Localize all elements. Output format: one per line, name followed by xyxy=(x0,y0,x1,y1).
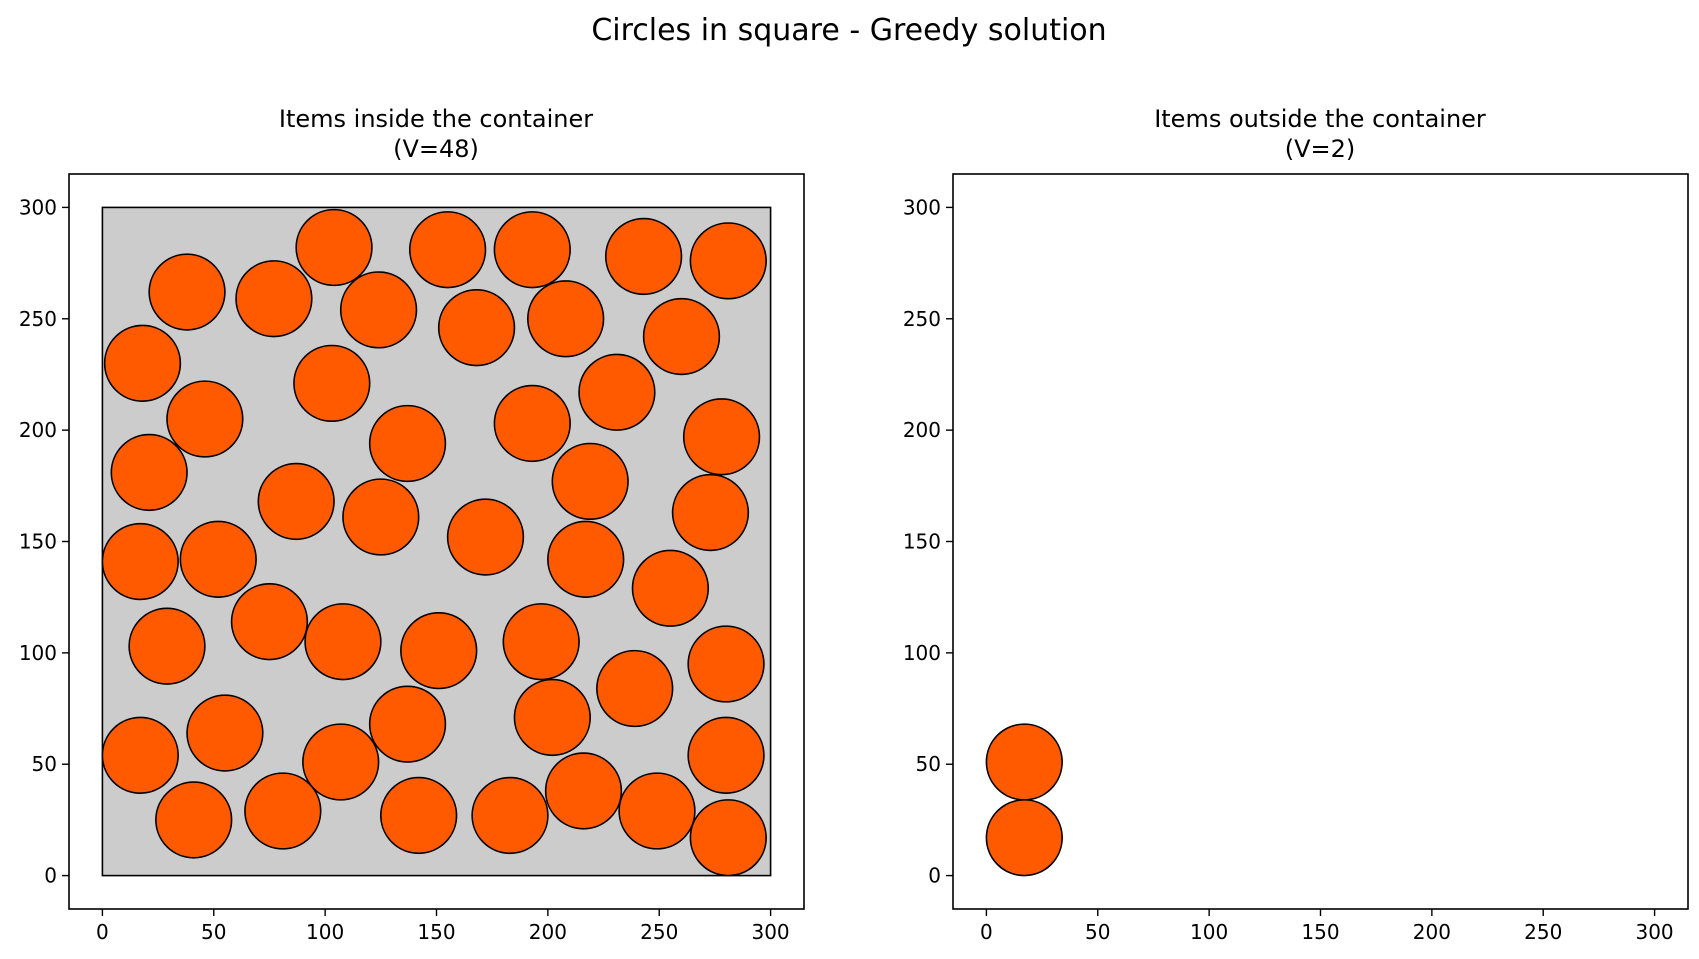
circle-item xyxy=(596,649,674,728)
circle-item xyxy=(304,603,382,681)
x-tick-label: 0 xyxy=(980,920,993,944)
x-tick-label: 250 xyxy=(640,920,678,944)
circle-item xyxy=(101,522,179,601)
circle-item xyxy=(493,211,571,289)
axes-outside-frame xyxy=(952,173,1689,910)
y-tick-label: 50 xyxy=(916,752,941,776)
circle-item xyxy=(618,772,696,850)
circle-item xyxy=(230,583,309,661)
figure-title: Circles in square - Greedy solution xyxy=(591,13,1106,48)
circle-item xyxy=(368,404,447,483)
y-tick-label: 300 xyxy=(903,195,941,219)
y-tick-label: 300 xyxy=(19,195,57,219)
circle-item xyxy=(110,433,188,512)
axes-inside-title-line1: Items inside the container xyxy=(279,105,593,133)
circle-item xyxy=(166,380,244,458)
x-tick-label: 200 xyxy=(1413,920,1451,944)
circle-item xyxy=(985,799,1063,877)
circle-item xyxy=(689,222,767,300)
x-tick-label: 150 xyxy=(1301,920,1339,944)
circle-item xyxy=(544,752,623,830)
axes-outside-title-line2: (V=2) xyxy=(1285,135,1356,163)
circle-item xyxy=(400,611,478,690)
axes-inside-ticks: 0 50 100 150 200 250 300 0 50 100 150 200 250 300 xyxy=(19,195,790,944)
circle-item xyxy=(179,520,257,598)
x-tick-label: 50 xyxy=(1085,920,1110,944)
circle-item xyxy=(235,260,313,338)
circle-item xyxy=(339,271,418,349)
circle-item xyxy=(682,398,761,476)
circle-item xyxy=(408,211,487,289)
y-tick-label: 0 xyxy=(928,864,941,888)
y-tick-label: 100 xyxy=(903,641,941,665)
circle-item xyxy=(493,384,571,463)
circle-item xyxy=(342,478,420,556)
circle-item xyxy=(687,625,765,703)
circle-item xyxy=(471,776,549,855)
y-tick-label: 150 xyxy=(903,530,941,554)
axes-outside-ticks: 0 50 100 150 200 250 300 0 50 100 150 200 250 300 xyxy=(903,195,1674,944)
circle-item xyxy=(551,442,629,521)
y-tick-label: 150 xyxy=(19,530,57,554)
circle-item xyxy=(101,716,179,794)
y-tick-label: 0 xyxy=(44,864,57,888)
y-tick-label: 200 xyxy=(19,418,57,442)
circle-item xyxy=(687,716,765,794)
x-tick-label: 300 xyxy=(1635,920,1673,944)
y-tick-label: 200 xyxy=(903,418,941,442)
circle-item xyxy=(985,723,1063,801)
axes-inside: Items inside the container (V=48) 0 50 100… xyxy=(19,105,805,944)
circle-item xyxy=(295,208,373,287)
x-tick-label: 200 xyxy=(529,920,567,944)
circle-item xyxy=(547,520,625,598)
circle-item xyxy=(631,549,710,627)
circle-item xyxy=(527,280,605,358)
circle-item xyxy=(128,607,206,685)
x-tick-label: 0 xyxy=(96,920,109,944)
x-tick-label: 250 xyxy=(1524,920,1562,944)
circle-item xyxy=(689,799,767,877)
circles-inside xyxy=(101,208,767,877)
circle-item xyxy=(186,694,264,772)
x-tick-label: 150 xyxy=(417,920,455,944)
circle-item xyxy=(437,289,516,367)
circle-item xyxy=(671,473,750,552)
circle-item xyxy=(257,462,335,541)
x-tick-label: 50 xyxy=(201,920,226,944)
circle-item xyxy=(604,217,683,296)
axes-outside: Items outside the container (V=2) 0 50 100… xyxy=(903,105,1689,944)
axes-inside-title-line2: (V=48) xyxy=(393,135,479,163)
circle-item xyxy=(368,685,447,763)
circle-item xyxy=(302,723,380,801)
y-tick-label: 100 xyxy=(19,641,57,665)
x-tick-label: 100 xyxy=(306,920,344,944)
y-tick-label: 50 xyxy=(32,752,57,776)
circle-item xyxy=(155,781,233,859)
x-tick-label: 100 xyxy=(1190,920,1228,944)
circle-item xyxy=(380,776,458,855)
y-tick-label: 250 xyxy=(903,307,941,331)
axes-outside-title-line1: Items outside the container xyxy=(1154,105,1486,133)
circle-item xyxy=(446,498,525,576)
circle-item xyxy=(513,678,591,757)
circles-outside xyxy=(985,723,1063,877)
circle-item xyxy=(244,772,322,850)
circle-item xyxy=(578,353,656,431)
circle-item xyxy=(502,603,580,681)
x-tick-label: 300 xyxy=(751,920,789,944)
circle-item xyxy=(293,344,371,423)
y-tick-label: 250 xyxy=(19,307,57,331)
circle-item xyxy=(148,253,226,331)
circle-item xyxy=(642,297,721,376)
circle-item xyxy=(103,324,182,402)
